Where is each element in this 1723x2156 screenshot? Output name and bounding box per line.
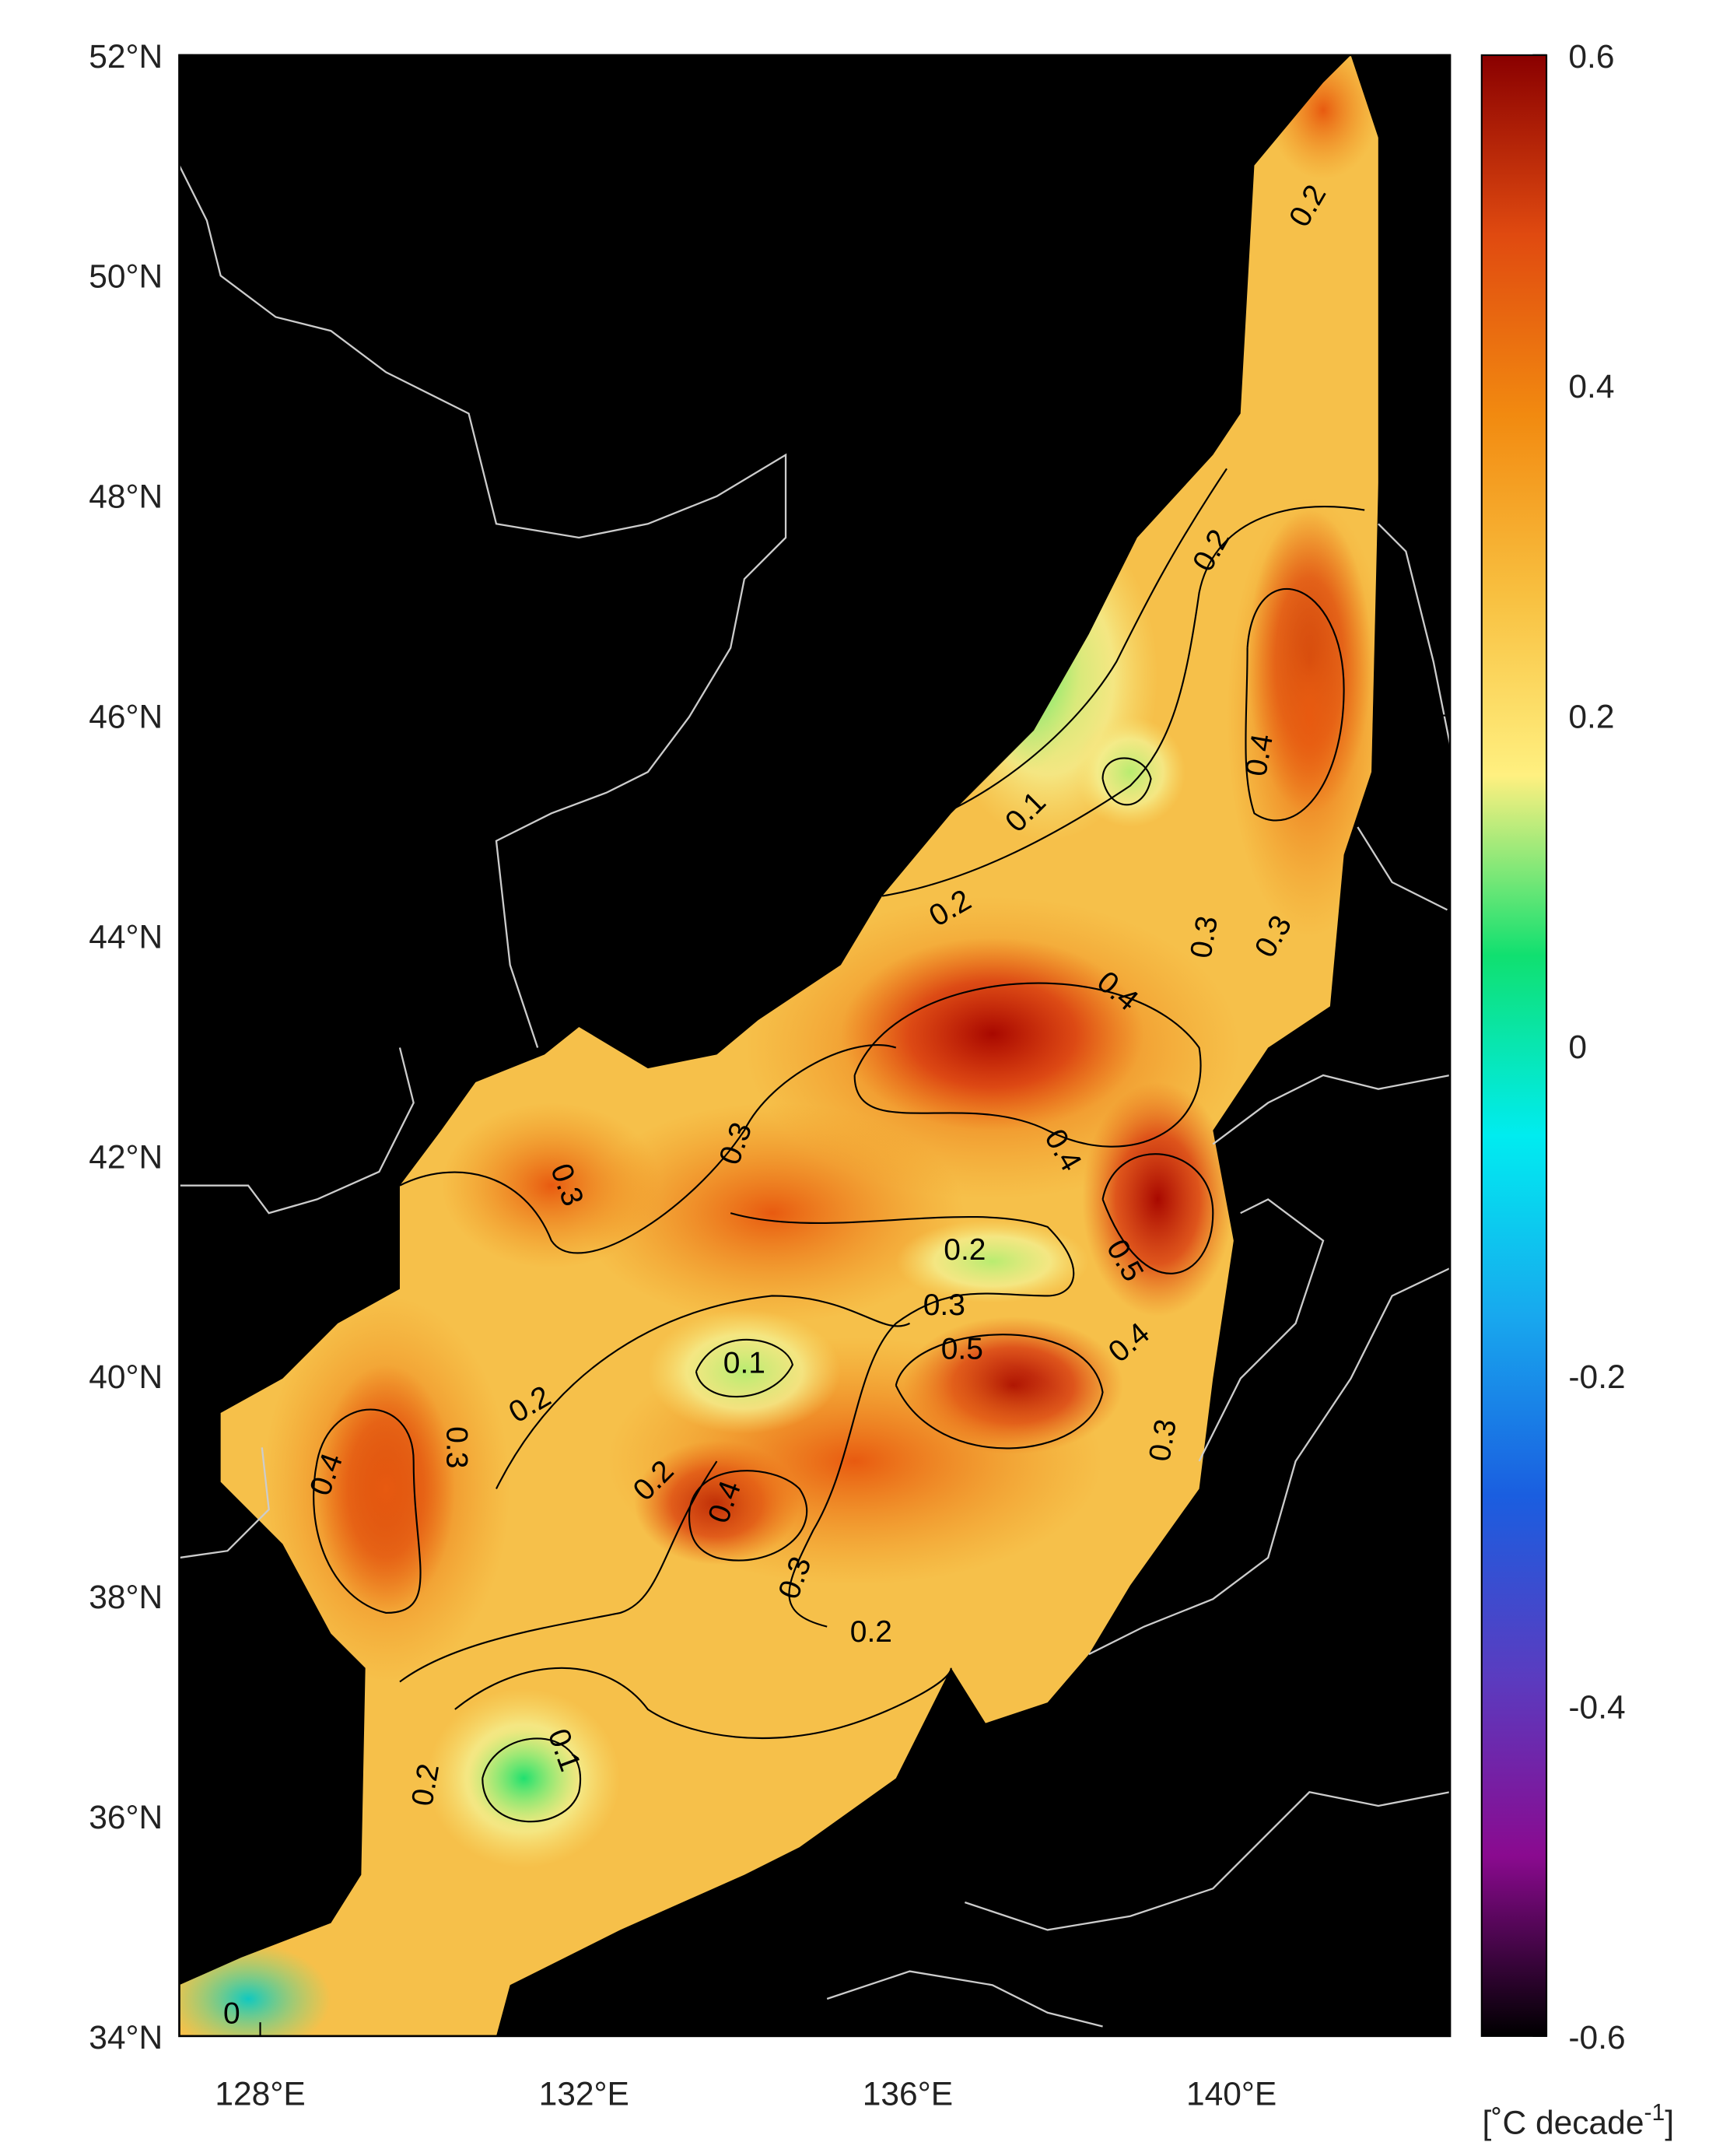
contour-label: 0.5: [941, 1333, 983, 1366]
colorbar-label: [˚C decade-1]: [1483, 2100, 1675, 2142]
contour-label: 0.1: [723, 1346, 765, 1379]
contour-line: [730, 1212, 1075, 1628]
contour-label: 0.3: [1143, 1417, 1183, 1464]
colorbar-tick-label: 0: [1568, 1029, 1587, 1066]
contour-label: 0.3: [440, 1426, 474, 1468]
contour-line: [695, 1338, 794, 1398]
x-tick-label: 128°E: [215, 2076, 305, 2112]
contour-line: [909, 468, 1227, 829]
field-patch: [895, 1219, 1089, 1303]
contour-label: 0.2: [405, 1762, 446, 1809]
y-tick-label: 44°N: [89, 919, 163, 955]
field-patch: [1227, 496, 1378, 938]
contour-label: 0.2: [850, 1615, 892, 1649]
y-tick-label: 48°N: [89, 479, 163, 516]
coastline: [178, 165, 787, 1048]
x-tick-label: 136°E: [863, 2076, 953, 2112]
contour-line: [454, 1667, 952, 1739]
contour-line: [881, 506, 1365, 897]
x-tick-label: 132°E: [539, 2076, 629, 2112]
contour-line: [895, 1334, 1104, 1450]
contour-lines: [313, 468, 1365, 1823]
colorbar-label-exponent: -1: [1644, 2100, 1665, 2126]
y-tick-label: 40°N: [89, 1359, 163, 1396]
contour-line: [1101, 757, 1152, 806]
contour-line: [399, 1460, 718, 1683]
y-tick-label: 34°N: [89, 2020, 163, 2056]
colorbar-label-bracket: ]: [1665, 2105, 1674, 2142]
contour-line: [1101, 1153, 1214, 1274]
field-patch: [1081, 1082, 1234, 1317]
coastline: [1357, 826, 1448, 911]
field-patch: [1075, 717, 1185, 828]
coastline: [1378, 523, 1452, 745]
colorbar-tick-label: 0.6: [1568, 39, 1614, 75]
contour-line: [1245, 587, 1345, 822]
y-tick-label: 42°N: [89, 1139, 163, 1176]
field-patch: [579, 1103, 965, 1323]
coastline: [179, 1047, 415, 1215]
coastline: [826, 1970, 1103, 2028]
contour-label: 0.3: [923, 1288, 965, 1322]
coastline: [179, 1447, 270, 1559]
contour-line: [399, 1044, 897, 1254]
field-patch: [647, 1309, 841, 1434]
colorbar-label-text: [˚C decade: [1483, 2105, 1644, 2142]
contour-line: [313, 1408, 422, 1614]
colorbar-tick-label: 0.2: [1568, 699, 1614, 735]
contour-line: [853, 982, 1202, 1148]
coastline: [1088, 1267, 1451, 1656]
contour-line: [688, 1470, 808, 1562]
contour-line: [496, 1295, 910, 1489]
y-tick-label: 38°N: [89, 1579, 163, 1616]
y-tick-label: 46°N: [89, 699, 163, 735]
colorbar-tick-label: 0.4: [1568, 369, 1614, 405]
field-patch: [840, 937, 1144, 1131]
contour-label: 0.4: [1239, 731, 1280, 779]
contour-line: [482, 1737, 582, 1823]
field-patch: [261, 1295, 510, 1682]
coastline: [1198, 1198, 1325, 1462]
y-tick-label: 50°N: [89, 259, 163, 296]
coastlines: [178, 165, 1452, 2028]
colorbar: [1480, 54, 1548, 2037]
contour-label: 0: [223, 1997, 240, 2031]
colorbar-tick-label: -0.2: [1568, 1359, 1625, 1396]
colorbar-tick-label: -0.4: [1568, 1689, 1625, 1726]
map-frame: [178, 54, 1452, 2038]
colorbar-tick-label: -0.6: [1568, 2020, 1625, 2056]
coastline: [1212, 1074, 1451, 1145]
x-tick-label: 140°E: [1186, 2076, 1276, 2112]
contour-label: 0.2: [944, 1233, 986, 1267]
y-tick-label: 36°N: [89, 1800, 163, 1836]
field-patch: [441, 1103, 662, 1268]
y-tick-label: 52°N: [89, 39, 163, 75]
coastline: [965, 1791, 1451, 1931]
contour-label: 0.3: [1184, 913, 1224, 961]
